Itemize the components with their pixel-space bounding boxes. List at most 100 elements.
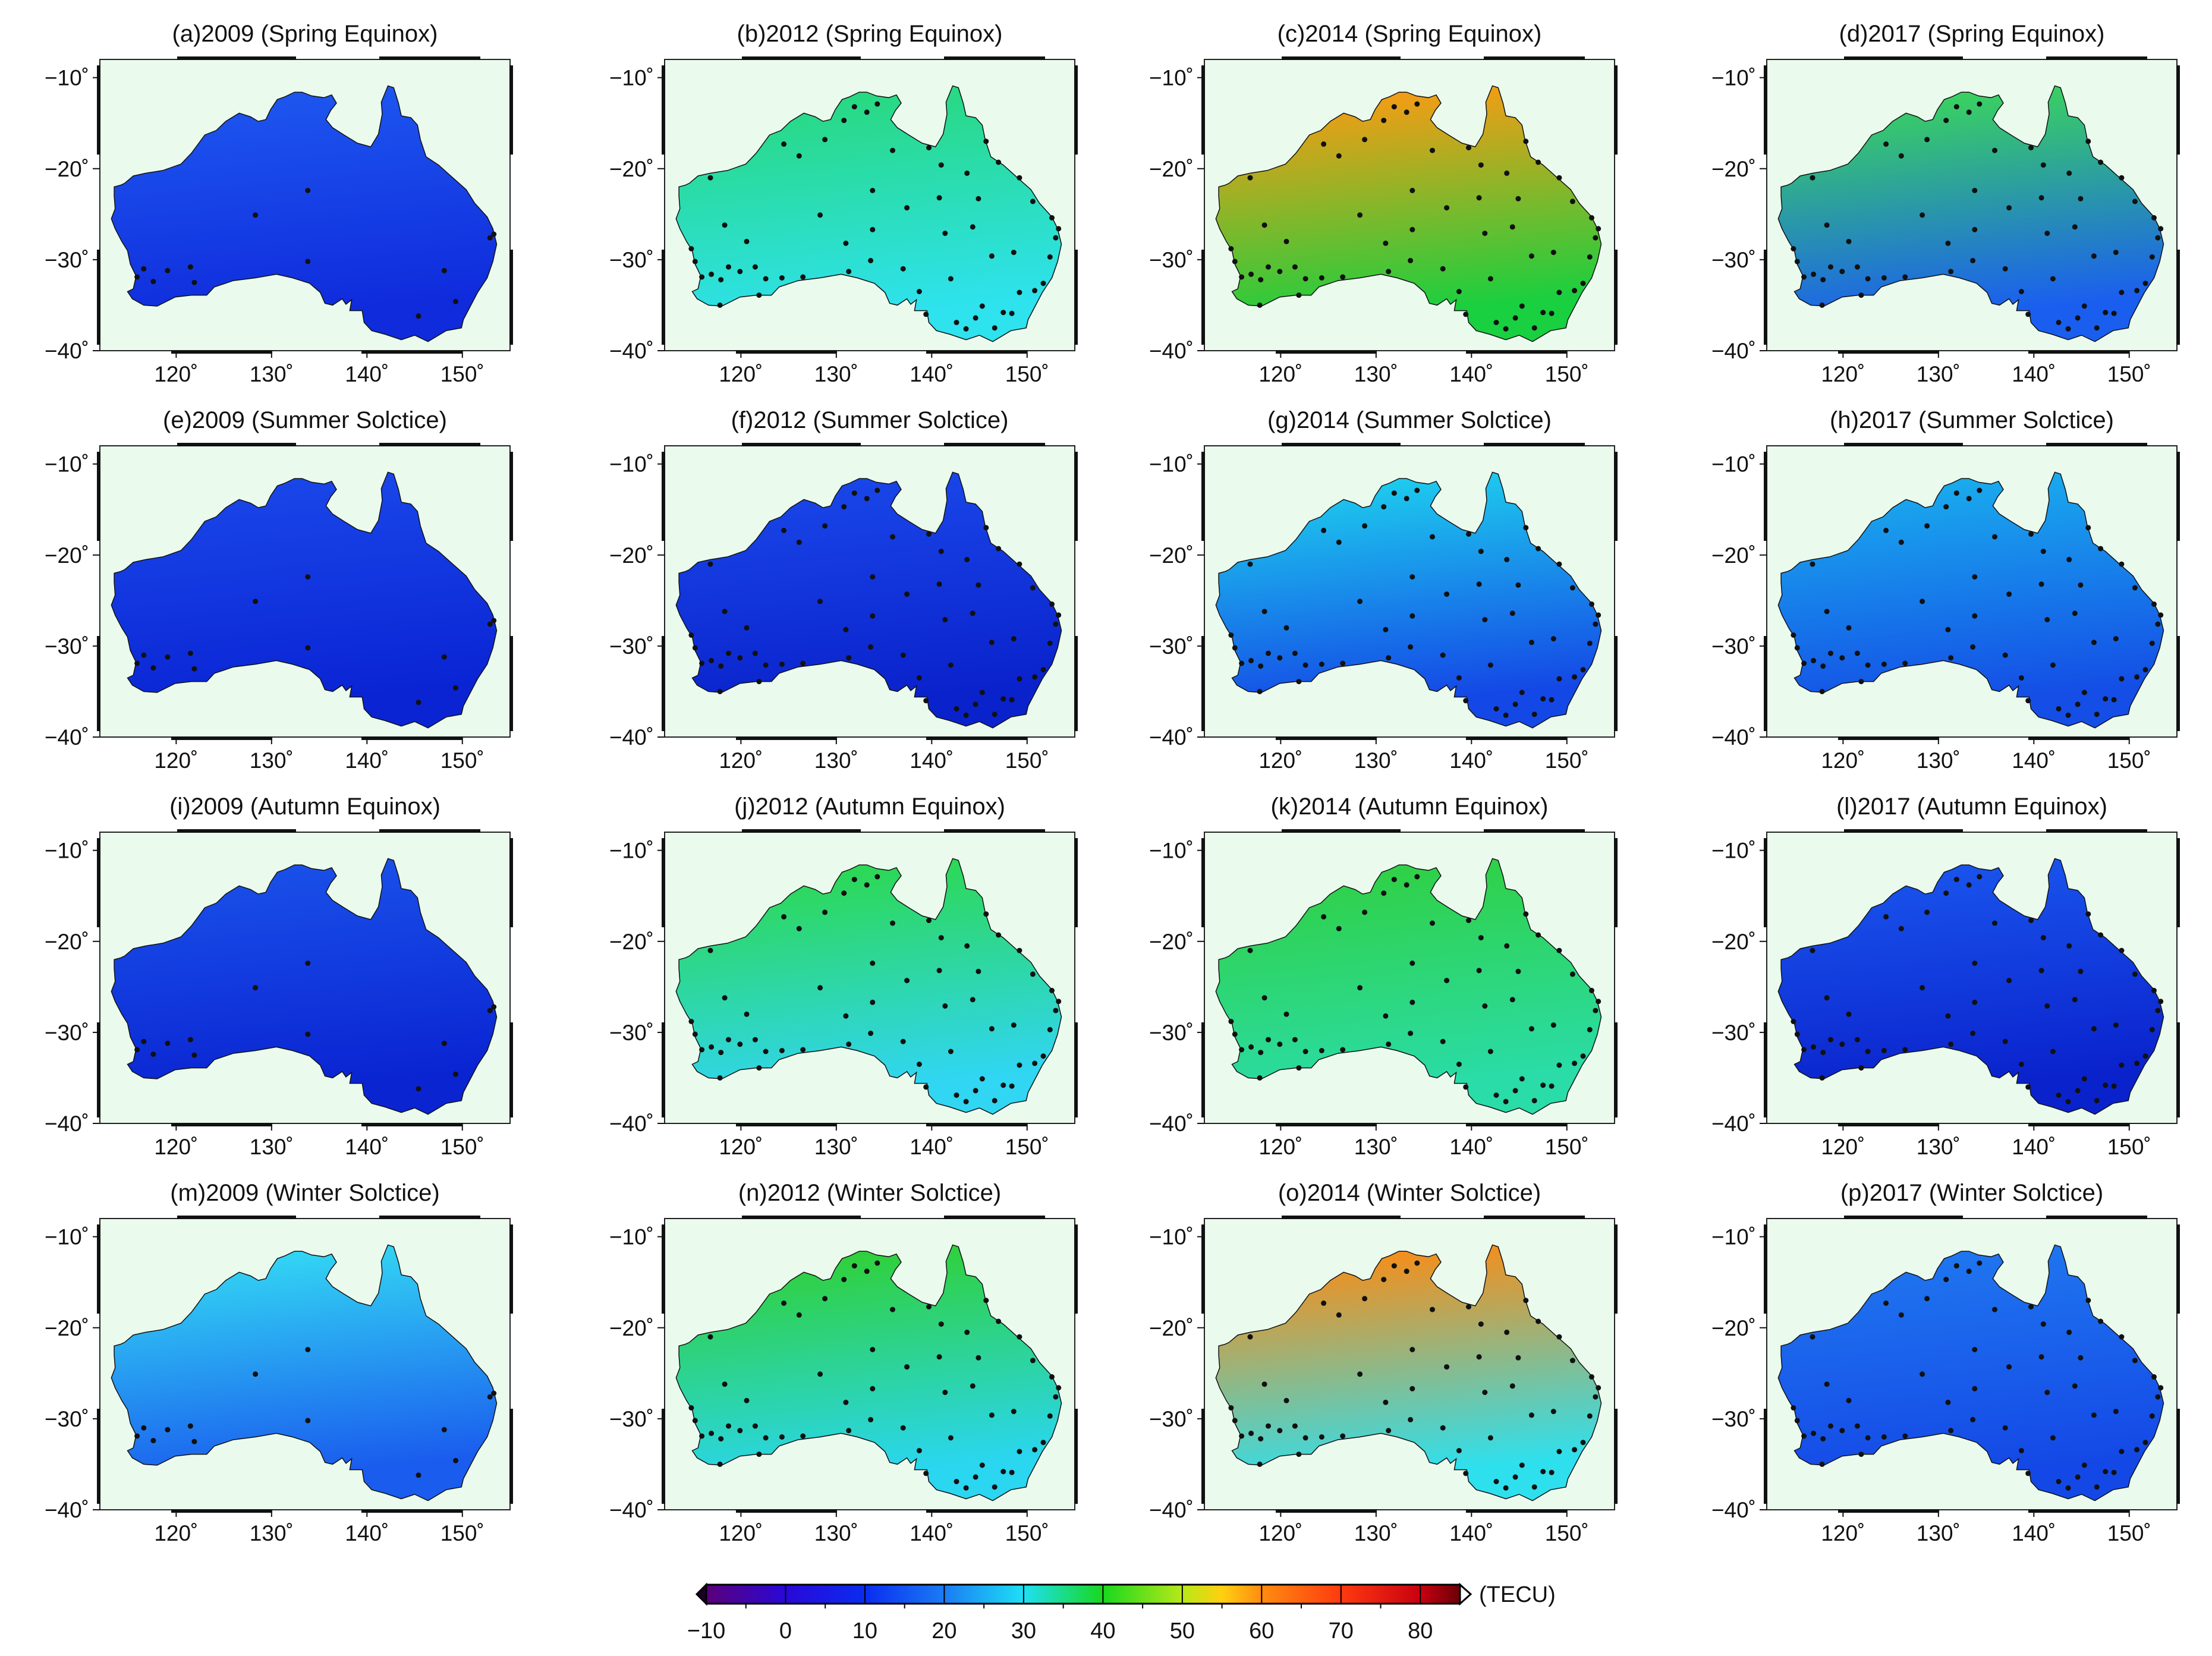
gnss-station-marker [964,943,970,949]
gnss-station-marker [979,1076,985,1082]
lat-tick-label: −10˚ [45,452,89,477]
gnss-station-marker [1247,175,1253,181]
gnss-station-marker [709,657,715,663]
gnss-station-marker [2018,289,2024,294]
gnss-station-marker [2098,1318,2104,1324]
gnss-station-marker [416,313,421,319]
gnss-station-marker [1381,504,1387,510]
gnss-station-marker [1515,582,1521,588]
gnss-station-marker [1383,1399,1389,1405]
gnss-station-marker [141,652,147,658]
gnss-station-marker [870,188,876,193]
gnss-station-marker [1383,240,1389,246]
lon-tick-label: 140˚ [2012,1135,2056,1159]
lon-tick-label: 140˚ [2012,748,2056,773]
gnss-station-marker [1839,1428,1845,1434]
gnss-station-marker [1515,196,1521,202]
gnss-station-marker [779,662,785,667]
gnss-station-marker [2149,1413,2155,1419]
lon-tick-label: 130˚ [1917,1135,1961,1159]
lat-tick-label: −20˚ [1149,543,1194,568]
gnss-station-marker [744,625,750,631]
lon-tick-label: 150˚ [1545,362,1589,386]
lon-tick-label: 150˚ [2107,1521,2151,1545]
panel-title: (m)2009 (Winter Solctice) [170,1180,439,1206]
gnss-station-marker [923,1084,929,1090]
gnss-station-marker [2132,971,2138,977]
map-panels-grid: (a)2009 (Spring Equinox) −10˚ −20˚ −30˚ −40˚… [45,21,2180,1545]
lon-tick-label: 120˚ [154,1135,198,1159]
gnss-station-marker [2119,1449,2125,1454]
gnss-station-marker [722,1381,728,1387]
australia-landmass [111,85,498,342]
gnss-station-marker [2149,1027,2155,1032]
gnss-station-marker [1404,1268,1409,1274]
gnss-station-marker [1865,276,1871,282]
gnss-station-marker [1476,1354,1482,1360]
gnss-station-marker [800,1433,806,1439]
gnss-station-marker [1487,1049,1493,1054]
gnss-station-marker [2155,1008,2161,1013]
gnss-station-marker [1572,674,1578,680]
gnss-station-marker [165,1040,171,1046]
gnss-station-marker [1296,679,1302,685]
gnss-station-marker [2044,1390,2050,1395]
colorbar-tick-label: 40 [1090,1619,1115,1644]
colorbar-tick-label: 0 [779,1619,792,1644]
gnss-station-marker [1587,1413,1593,1419]
gnss-station-marker [1296,292,1302,298]
lon-tick-label: 140˚ [345,748,389,773]
gnss-station-marker [1049,215,1055,221]
gnss-station-marker [1828,264,1833,270]
gnss-station-marker [1943,890,1949,896]
gnss-station-marker [800,274,806,280]
gnss-station-marker [737,1428,743,1434]
gnss-station-marker [874,487,880,493]
gnss-station-marker [841,890,847,896]
lat-tick-label: −40˚ [1149,339,1194,363]
gnss-station-marker [165,1427,171,1433]
gnss-station-marker [2158,999,2164,1005]
lon-tick-label: 120˚ [1821,1521,1865,1545]
gnss-station-marker [2075,701,2081,707]
gnss-station-marker [1482,1390,1488,1395]
gnss-station-marker [1794,1031,1800,1037]
gnss-station-marker [2119,561,2125,567]
gnss-station-marker [2006,591,2012,597]
gnss-station-marker [1408,1416,1414,1422]
gnss-station-marker [2044,617,2050,622]
gnss-station-marker [2103,1469,2109,1475]
gnss-station-marker [2113,250,2119,256]
panel-title: (e)2009 (Summer Solctice) [163,407,447,433]
gnss-station-marker [726,1423,731,1429]
gnss-station-marker [1589,215,1594,221]
gnss-station-marker [1519,303,1525,309]
map-panel: (f)2012 (Summer Solctice) −10˚ −20˚ −30˚ −40… [609,407,1078,773]
gnss-station-marker [1943,504,1949,510]
gnss-station-marker [1056,999,1062,1005]
gnss-station-marker [1531,325,1537,331]
gnss-station-marker [2028,1304,2034,1309]
gnss-station-marker [800,660,806,666]
gnss-station-marker [1302,276,1308,282]
gnss-station-marker [1824,609,1830,615]
gnss-station-marker [1009,310,1015,316]
panel-title: (i)2009 (Autumn Equinox) [169,794,440,820]
gnss-station-marker [717,688,723,694]
gnss-station-marker [1430,920,1435,926]
lat-tick-label: −30˚ [45,248,89,272]
gnss-station-marker [1336,153,1342,159]
gnss-station-marker [796,539,802,545]
gnss-station-marker [1523,911,1529,917]
gnss-station-marker [1466,1304,1471,1309]
gnss-station-marker [2050,276,2056,282]
gnss-station-marker [1569,199,1575,204]
gnss-station-marker [1924,137,1930,143]
gnss-station-marker [1572,288,1578,294]
gnss-station-marker [1865,1435,1871,1441]
gnss-station-marker [989,1026,995,1032]
lon-tick-label: 120˚ [1821,748,1865,773]
lat-tick-label: −30˚ [609,1021,654,1045]
gnss-station-marker [692,645,698,651]
gnss-station-marker [718,1050,724,1056]
